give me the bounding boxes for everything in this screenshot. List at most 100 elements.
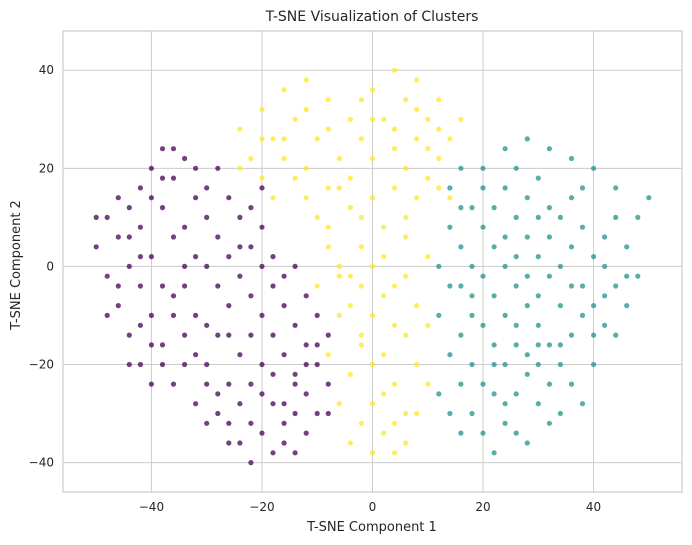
scatter-point bbox=[358, 342, 364, 348]
scatter-point bbox=[513, 165, 519, 171]
scatter-point bbox=[126, 205, 132, 211]
scatter-point bbox=[215, 410, 221, 417]
scatter-point bbox=[226, 195, 232, 201]
scatter-point bbox=[292, 175, 298, 181]
scatter-point bbox=[579, 283, 586, 289]
scatter-point bbox=[193, 254, 199, 260]
scatter-point bbox=[137, 322, 143, 328]
scatter-point bbox=[392, 67, 398, 73]
scatter-point bbox=[414, 303, 420, 309]
scatter-point bbox=[458, 381, 464, 387]
scatter-point bbox=[237, 244, 243, 250]
scatter-point bbox=[425, 146, 431, 152]
scatter-point bbox=[447, 185, 453, 191]
scatter-point bbox=[369, 263, 376, 269]
scatter-point bbox=[237, 126, 243, 132]
scatter-point bbox=[502, 146, 508, 152]
scatter-point bbox=[259, 106, 265, 113]
scatter-point bbox=[579, 401, 586, 407]
scatter-point bbox=[436, 126, 442, 132]
scatter-point bbox=[358, 244, 364, 250]
scatter-point bbox=[557, 342, 564, 348]
scatter-point bbox=[204, 263, 210, 269]
scatter-point bbox=[226, 420, 232, 426]
scatter-point bbox=[148, 342, 154, 348]
scatter-point bbox=[204, 322, 210, 328]
scatter-point bbox=[458, 283, 464, 289]
scatter-point bbox=[613, 185, 619, 191]
scatter-point bbox=[159, 342, 166, 348]
x-tick-label: 0 bbox=[369, 500, 377, 514]
scatter-point bbox=[369, 195, 376, 201]
scatter-point bbox=[502, 401, 508, 407]
scatter-point bbox=[336, 273, 342, 279]
scatter-point bbox=[148, 312, 154, 318]
scatter-point bbox=[358, 420, 364, 426]
scatter-point bbox=[524, 234, 530, 240]
scatter-point bbox=[414, 136, 420, 142]
scatter-point bbox=[347, 205, 353, 211]
scatter-point bbox=[425, 116, 431, 122]
plot-frame bbox=[62, 30, 683, 493]
scatter-point bbox=[502, 185, 508, 191]
scatter-point bbox=[381, 254, 387, 260]
scatter-point bbox=[502, 312, 508, 318]
scatter-point bbox=[126, 234, 132, 240]
scatter-point bbox=[491, 450, 497, 456]
scatter-point bbox=[104, 312, 110, 318]
scatter-point bbox=[237, 352, 243, 358]
scatter-point bbox=[480, 165, 486, 171]
scatter-point bbox=[193, 195, 199, 201]
scatter-point bbox=[491, 361, 497, 368]
scatter-point bbox=[458, 116, 464, 122]
scatter-point bbox=[314, 342, 320, 348]
scatter-point bbox=[491, 391, 497, 397]
scatter-point bbox=[182, 155, 188, 162]
scatter-point bbox=[159, 205, 166, 211]
scatter-point bbox=[170, 381, 177, 387]
scatter-point bbox=[358, 283, 364, 289]
scatter-point bbox=[270, 283, 276, 289]
scatter-point bbox=[358, 136, 364, 142]
scatter-point bbox=[204, 420, 210, 426]
scatter-point bbox=[447, 224, 453, 230]
scatter-point bbox=[447, 195, 453, 201]
scatter-point bbox=[524, 303, 530, 309]
scatter-point bbox=[93, 244, 99, 250]
scatter-point bbox=[425, 381, 431, 387]
scatter-point bbox=[491, 293, 497, 299]
scatter-point bbox=[403, 440, 409, 446]
scatter-point bbox=[259, 175, 265, 181]
scatter-point bbox=[403, 165, 409, 171]
scatter-point bbox=[281, 87, 287, 93]
scatter-point bbox=[104, 273, 110, 279]
scatter-point bbox=[414, 361, 420, 368]
chart-title: T-SNE Visualization of Clusters bbox=[265, 9, 479, 25]
scatter-point bbox=[126, 332, 132, 338]
scatter-point bbox=[369, 401, 376, 407]
scatter-point bbox=[369, 361, 376, 368]
scatter-point bbox=[502, 420, 508, 426]
scatter-point bbox=[237, 214, 243, 220]
scatter-point bbox=[624, 303, 630, 309]
scatter-point bbox=[425, 175, 431, 181]
scatter-point bbox=[325, 352, 331, 358]
scatter-point bbox=[469, 293, 475, 299]
scatter-point bbox=[579, 224, 586, 230]
scatter-point bbox=[325, 332, 331, 338]
scatter-point bbox=[635, 214, 641, 220]
scatter-point bbox=[347, 116, 353, 122]
scatter-point bbox=[182, 224, 188, 230]
scatter-point bbox=[204, 185, 210, 191]
scatter-point bbox=[524, 352, 530, 358]
scatter-point bbox=[568, 332, 575, 338]
scatter-point bbox=[303, 342, 309, 348]
scatter-point bbox=[414, 410, 420, 417]
scatter-point bbox=[347, 303, 353, 309]
scatter-point bbox=[602, 234, 608, 240]
scatter-point bbox=[469, 263, 475, 269]
scatter-point bbox=[535, 342, 541, 348]
scatter-point bbox=[336, 155, 342, 162]
scatter-point bbox=[535, 401, 541, 407]
